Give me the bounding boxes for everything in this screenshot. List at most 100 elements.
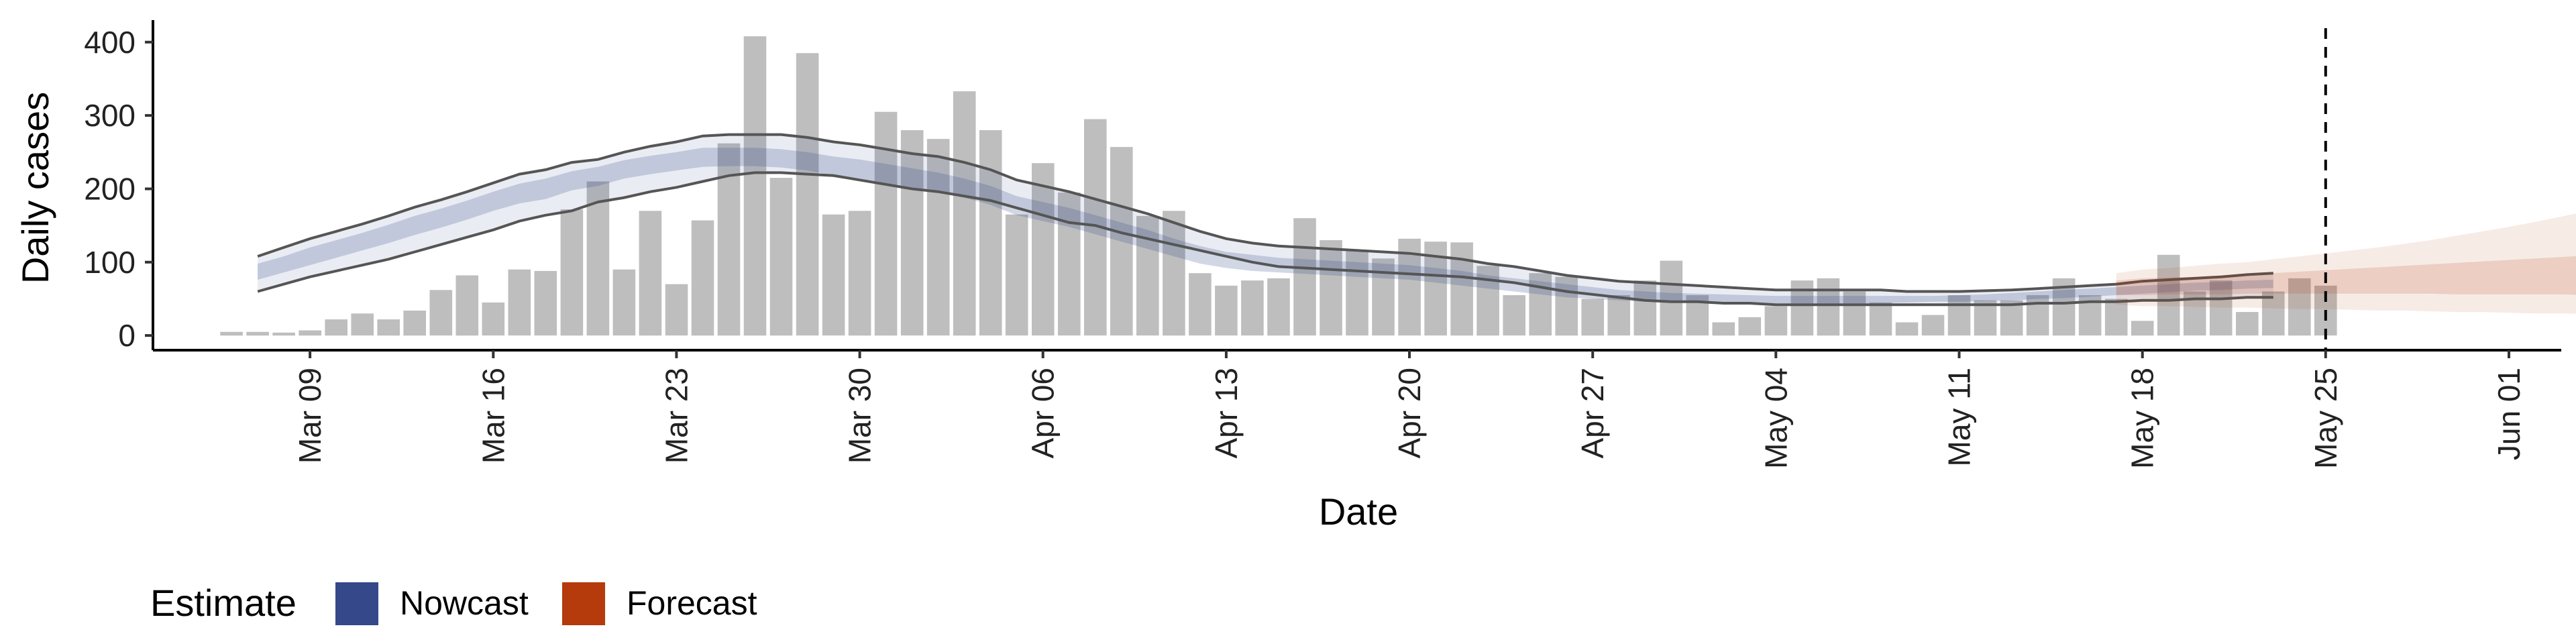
x-tick-label: May 11 xyxy=(1942,368,1977,466)
legend-swatch-forecast xyxy=(562,582,605,625)
bar xyxy=(665,284,688,336)
x-tick-label: Mar 23 xyxy=(659,368,694,464)
bar xyxy=(1450,242,1473,336)
bar xyxy=(612,269,636,336)
bar xyxy=(743,36,767,336)
bar xyxy=(299,330,321,336)
bar xyxy=(560,209,584,336)
bar xyxy=(1293,218,1316,336)
bar xyxy=(1843,291,1866,336)
bar xyxy=(848,211,871,336)
ribbons xyxy=(257,133,2576,314)
bars xyxy=(220,36,2337,336)
bar xyxy=(272,332,295,336)
bar xyxy=(1032,163,1055,336)
bar xyxy=(1503,295,1525,336)
legend-label-forecast: Forecast xyxy=(627,584,757,622)
bar xyxy=(1607,295,1630,336)
bar xyxy=(926,139,950,336)
y-tick-label: 300 xyxy=(84,98,136,133)
bar xyxy=(351,313,374,336)
bar xyxy=(2131,321,2154,336)
x-tick-label: Apr 20 xyxy=(1392,368,1427,459)
bar xyxy=(1738,317,1762,336)
bar xyxy=(1555,276,1578,336)
x-tick-label: Mar 09 xyxy=(292,368,327,464)
bar xyxy=(822,214,845,336)
bar xyxy=(1974,300,1997,336)
x-tick-label: Apr 27 xyxy=(1575,368,1610,459)
bar xyxy=(953,91,976,336)
bar xyxy=(1895,322,1919,336)
x-tick-label: May 25 xyxy=(2308,368,2343,469)
bar xyxy=(586,181,610,336)
forecast-inner-band xyxy=(2116,256,2576,295)
bar xyxy=(2236,312,2259,336)
bar xyxy=(1477,266,1499,336)
x-tick-label: Jun 01 xyxy=(2491,368,2526,460)
bar xyxy=(1110,147,1133,336)
bar xyxy=(1189,273,1212,336)
bar xyxy=(2288,278,2311,336)
bar xyxy=(220,331,243,336)
x-ticks: Mar 09 Mar 16 Mar 23 Mar 30 Apr 06 Apr 13 Apr … xyxy=(292,350,2526,469)
bar xyxy=(769,178,793,336)
bar xyxy=(691,220,714,336)
x-tick-label: Apr 06 xyxy=(1026,368,1061,459)
legend: Estimate Nowcast Forecast xyxy=(150,582,757,625)
bar xyxy=(1267,278,1290,336)
bar xyxy=(2104,299,2128,336)
forecast-outer-band xyxy=(2116,213,2576,314)
x-tick-label: Mar 16 xyxy=(476,368,511,464)
bar xyxy=(325,319,347,336)
bar xyxy=(1817,278,1840,336)
bar xyxy=(1346,251,1368,336)
bar xyxy=(900,130,924,336)
bar xyxy=(1163,211,1185,336)
bar xyxy=(1241,280,1264,336)
x-axis-title: Date xyxy=(1319,490,1398,533)
bar xyxy=(2157,254,2180,336)
legend-label-nowcast: Nowcast xyxy=(400,584,529,622)
bar xyxy=(1712,322,1735,336)
legend-title: Estimate xyxy=(150,582,297,624)
legend-swatch-nowcast xyxy=(335,582,378,625)
x-tick-label: Apr 13 xyxy=(1209,368,1244,459)
bar xyxy=(1320,240,1342,336)
nowcast-lower-line xyxy=(257,171,2273,307)
bar xyxy=(403,311,426,336)
y-tick-label: 0 xyxy=(118,318,136,353)
bar xyxy=(508,269,531,336)
bar xyxy=(246,331,269,336)
bar xyxy=(1947,295,1971,336)
bar xyxy=(534,270,557,336)
bar xyxy=(1529,273,1552,336)
y-axis-title: Daily cases xyxy=(14,92,56,284)
y-tick-label: 400 xyxy=(84,25,136,60)
bar xyxy=(639,211,662,336)
bar xyxy=(377,319,400,336)
nowcast-outer-band xyxy=(258,134,2273,305)
x-tick-label: May 18 xyxy=(2125,368,2160,469)
bar xyxy=(2000,300,2023,336)
bar xyxy=(2209,280,2233,336)
bar xyxy=(1581,299,1604,336)
x-tick-label: May 04 xyxy=(1758,368,1793,469)
bar xyxy=(1921,315,1945,336)
x-tick-label: Mar 30 xyxy=(843,368,877,464)
bar xyxy=(1633,280,1657,336)
bar xyxy=(796,53,819,336)
y-tick-label: 100 xyxy=(84,245,136,280)
bar xyxy=(1215,285,1238,336)
y-ticks: 0 100 200 300 400 xyxy=(84,25,153,353)
bar xyxy=(874,111,898,336)
bar xyxy=(1660,260,1683,336)
axes xyxy=(152,20,2561,352)
bar xyxy=(455,275,479,336)
bar xyxy=(429,290,453,336)
y-tick-label: 200 xyxy=(84,172,136,207)
bar xyxy=(979,130,1002,336)
bar xyxy=(1869,302,1892,336)
bar xyxy=(1764,306,1788,336)
